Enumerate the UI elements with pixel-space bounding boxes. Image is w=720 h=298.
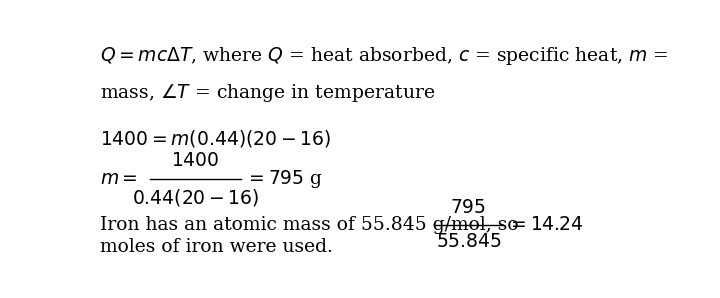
Text: $Q = mc\Delta T$, where $Q$ = heat absorbed, $c$ = specific heat, $m$ =: $Q = mc\Delta T$, where $Q$ = heat absor… [100,45,668,67]
Text: Iron has an atomic mass of 55.845 g/mol, so: Iron has an atomic mass of 55.845 g/mol,… [100,216,518,234]
Text: moles of iron were used.: moles of iron were used. [100,238,333,256]
Text: mass, $\angle T$ = change in temperature: mass, $\angle T$ = change in temperature [100,82,436,104]
Text: $0.44(20 - 16)$: $0.44(20 - 16)$ [132,187,259,208]
Text: $= 14.24$: $= 14.24$ [508,216,584,234]
Text: $m =$: $m =$ [100,170,138,188]
Text: $1400 = m(0.44)(20 - 16)$: $1400 = m(0.44)(20 - 16)$ [100,128,331,148]
Text: $795$: $795$ [450,199,487,217]
Text: $= 795\ $g: $= 795\ $g [245,168,323,190]
Text: $1400$: $1400$ [171,152,220,170]
Text: $55.845$: $55.845$ [436,233,501,251]
